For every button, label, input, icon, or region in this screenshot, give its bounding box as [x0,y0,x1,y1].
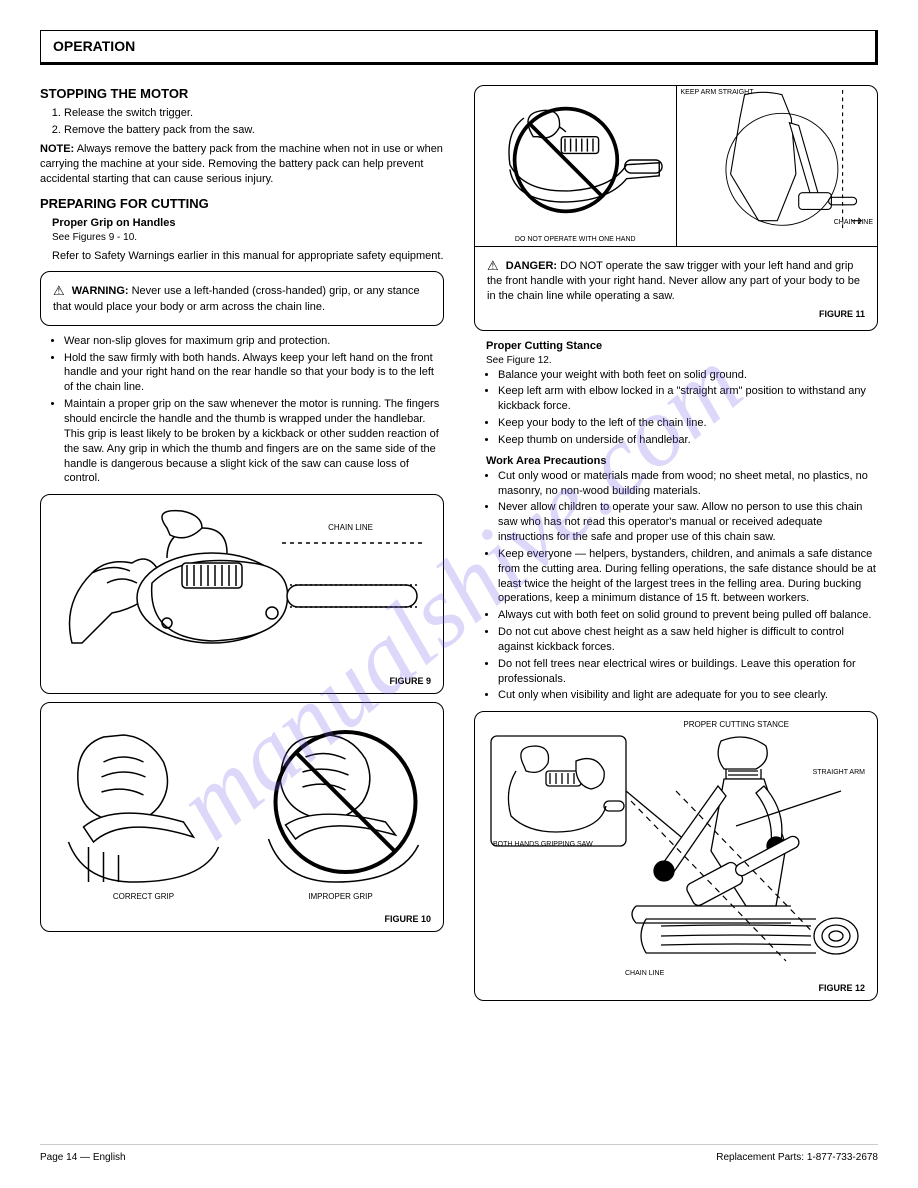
right-column: DO NOT OPERATE WITH ONE HAND [474,77,878,1009]
list-item: Wear non-slip gloves for maximum grip an… [64,334,444,349]
stopping-motor-list: Release the switch trigger. Remove the b… [64,106,444,138]
subheading-grip: Proper Grip on Handles [52,216,444,231]
fig11-right-label: KEEP ARM STRAIGHT [681,88,754,97]
fig11-chainline-label: CHAIN LINE [834,218,873,227]
footer-right: Replacement Parts: 1-877-733-2678 [716,1151,878,1165]
list-item: Never allow children to operate your saw… [498,500,878,545]
figure-12-label: FIGURE 12 [818,982,865,994]
figure-9-illustration [49,503,435,663]
fig12-chainline-label: CHAIN LINE [625,969,664,978]
figure-11-left [479,90,672,230]
fig10-correct-label: CORRECT GRIP [45,892,242,903]
figure-10-box: CORRECT GRIP [40,702,444,932]
stance-bullets: Balance your weight with both feet on so… [498,368,878,448]
heading-preparing: PREPARING FOR CUTTING [40,195,444,213]
fig12-proper-label: PROPER CUTTING STANCE [483,720,869,731]
fig12-straight-label: STRAIGHT ARM [813,768,865,777]
list-item: Hold the saw firmly with both hands. Alw… [64,351,444,396]
list-item: Release the switch trigger. [64,106,444,121]
figure-10-right [242,707,439,887]
figure-9-label: FIGURE 9 [389,675,431,687]
fig11-left-label: DO NOT OPERATE WITH ONE HAND [479,235,672,248]
figure-11-right [681,90,874,230]
fig12-both-label: BOTH HANDS GRIPPING SAW [493,840,593,849]
figure-12-illustration [483,731,869,981]
ref-safety: Refer to Safety Warnings earlier in this… [52,249,444,264]
figure-12-box: PROPER CUTTING STANCE [474,711,878,1001]
workarea-bullets: Cut only wood or materials made from woo… [498,469,878,704]
grip-bullets: Wear non-slip gloves for maximum grip an… [64,334,444,486]
list-item: Do not cut above chest height as a saw h… [498,625,878,655]
list-item: Cut only when visibility and light are a… [498,688,878,703]
fig10-improper-label: IMPROPER GRIP [242,892,439,903]
see-fig-12: See Figure 12. [486,354,878,368]
note-text: Always remove the battery pack from the … [40,143,443,185]
figure-11-label: FIGURE 11 [487,308,865,320]
list-item: Keep left arm with elbow locked in a "st… [498,384,878,414]
heading-stopping-motor: STOPPING THE MOTOR [40,85,444,103]
fig9-chainline-label: CHAIN LINE [328,523,373,534]
figure-10-left [45,707,242,887]
warning-triangle-icon: ⚠ [487,258,499,273]
note: NOTE: Always remove the battery pack fro… [40,142,444,187]
subheading-stance: Proper Cutting Stance [486,339,878,354]
list-item: Do not fell trees near electrical wires … [498,657,878,687]
list-item: Keep everyone — helpers, bystanders, chi… [498,547,878,606]
list-item: Keep your body to the left of the chain … [498,416,878,431]
warning-content: ⚠ WARNING: Never use a left-handed (cros… [53,282,431,314]
figure-11-box: DO NOT OPERATE WITH ONE HAND [474,85,878,331]
figure-9-box: CHAIN LINE FIGURE 9 [40,494,444,694]
list-item: Keep thumb on underside of handlebar. [498,433,878,448]
footer: Page 14 — English Replacement Parts: 1-8… [40,1144,878,1165]
left-column: STOPPING THE MOTOR Release the switch tr… [40,77,444,1009]
danger-content: ⚠ DANGER: DO NOT operate the saw trigger… [487,257,865,304]
warning-box-grip: ⚠ WARNING: Never use a left-handed (cros… [40,271,444,325]
list-item: Remove the battery pack from the saw. [64,123,444,138]
danger-label: DANGER: [506,260,557,272]
figure-10-label: FIGURE 10 [384,913,431,925]
warning-label: WARNING: [72,285,129,297]
list-item: Balance your weight with both feet on so… [498,368,878,383]
page-title-box: OPERATION [40,30,878,65]
see-fig-9-10: See Figures 9 - 10. [52,231,444,245]
footer-left: Page 14 — English [40,1151,126,1165]
subheading-workarea: Work Area Precautions [486,454,878,469]
list-item: Cut only wood or materials made from woo… [498,469,878,499]
list-item: Always cut with both feet on solid groun… [498,608,878,623]
page-title: OPERATION [53,37,863,56]
warning-triangle-icon: ⚠ [53,283,65,298]
list-item: Maintain a proper grip on the saw whenev… [64,397,444,486]
note-label: NOTE: [40,143,74,155]
